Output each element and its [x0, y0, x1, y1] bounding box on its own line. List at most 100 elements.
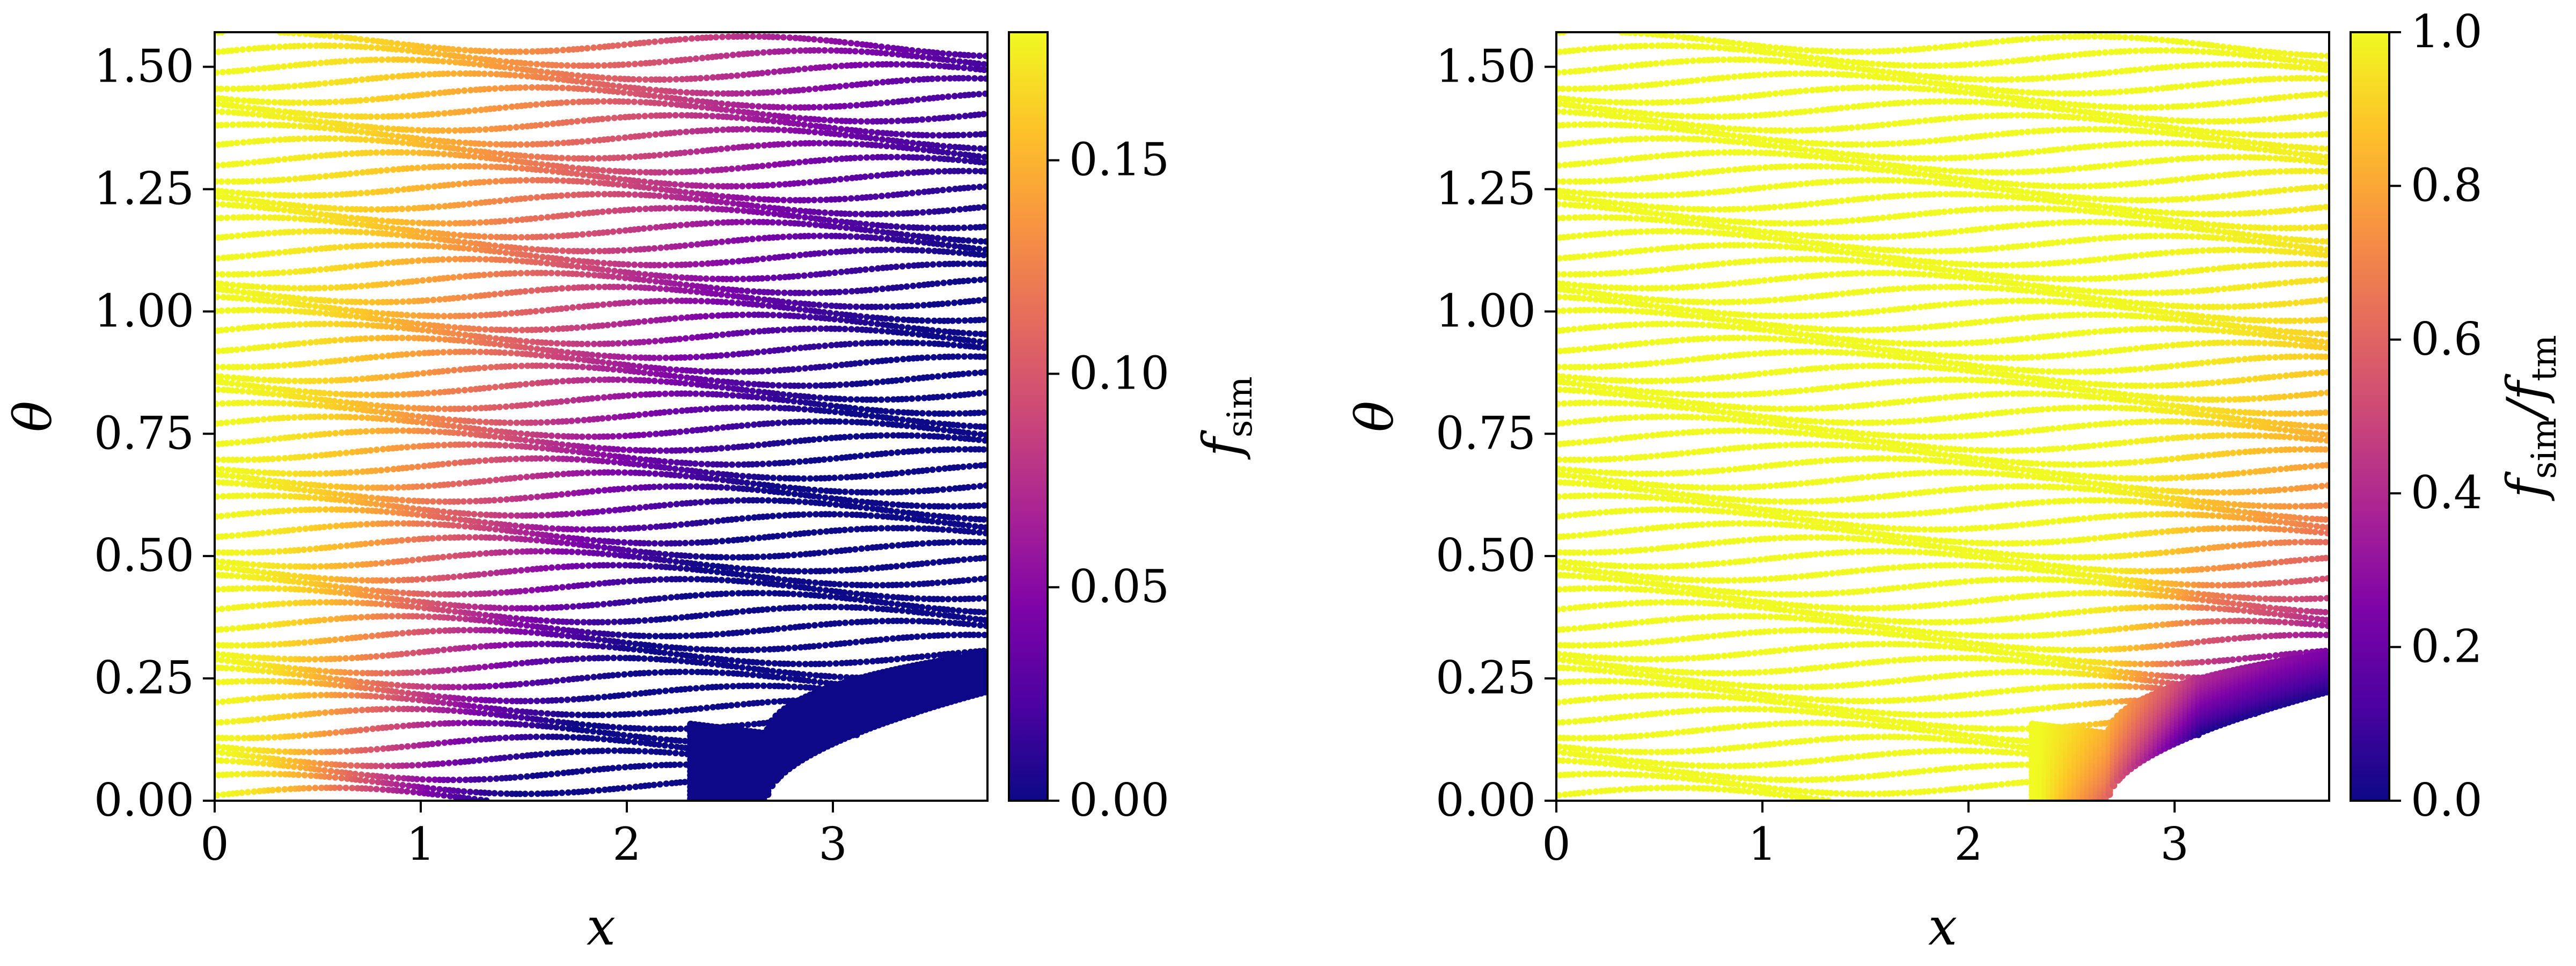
left-scatter-point	[511, 620, 518, 627]
left-scatter-point	[673, 501, 680, 508]
left-scatter-point	[347, 707, 354, 714]
left-scatter-point	[909, 488, 916, 495]
left-scatter-point	[837, 674, 844, 680]
left-scatter-point	[223, 565, 230, 572]
left-scatter-point	[614, 638, 621, 645]
left-scatter-point	[868, 605, 875, 612]
left-scatter-point	[667, 650, 674, 657]
left-scatter-point	[486, 590, 493, 597]
left-scatter-point	[749, 387, 756, 394]
left-scatter-point	[689, 632, 696, 639]
left-scatter-point	[522, 437, 529, 444]
left-scatter-point	[240, 573, 247, 580]
left-scatter-point	[965, 577, 972, 583]
left-scatter-point	[672, 408, 679, 415]
left-scatter-point	[496, 442, 503, 449]
left-scatter-point	[913, 540, 920, 547]
left-scatter-point	[431, 389, 437, 396]
left-scatter-point	[483, 643, 490, 649]
left-scatter-point	[779, 489, 786, 496]
left-scatter-point	[704, 499, 711, 505]
left-scatter-point	[646, 431, 653, 438]
left-scatter-point	[744, 572, 751, 579]
left-scatter-point	[605, 414, 612, 421]
left-scatter-point	[471, 796, 478, 801]
left-scatter-point	[652, 762, 659, 769]
left-scatter-point	[859, 638, 866, 645]
left-scatter-point	[847, 433, 853, 440]
left-scatter-point	[248, 568, 255, 575]
left-scatter-point	[722, 656, 729, 663]
left-scatter-point	[733, 472, 740, 479]
left-scatter-point	[284, 763, 291, 770]
left-scatter-point	[760, 553, 767, 560]
left-scatter-point	[776, 605, 783, 612]
left-scatter-point	[476, 611, 483, 618]
left-scatter-point	[683, 473, 690, 479]
left-scatter-point	[686, 592, 693, 599]
left-scatter-point	[877, 500, 884, 507]
left-scatter-point	[245, 585, 252, 592]
left-scatter-point	[591, 630, 598, 636]
left-scatter-point	[462, 684, 469, 691]
left-scatter-point	[882, 599, 889, 606]
left-scatter-point	[961, 353, 968, 360]
left-scatter-point	[801, 604, 808, 611]
left-scatter-point	[517, 698, 524, 705]
left-scatter-area	[215, 32, 987, 801]
left-scatter-point	[785, 683, 792, 690]
left-scatter-point	[811, 678, 817, 685]
left-scatter-point	[326, 637, 333, 643]
left-scatter-point	[404, 788, 411, 795]
left-scatter-point	[362, 633, 369, 640]
left-scatter-point	[378, 763, 385, 770]
left-scatter-point	[502, 734, 509, 741]
left-scatter-point	[626, 784, 633, 791]
left-scatter-point	[862, 473, 869, 480]
left-scatter-point	[286, 507, 292, 514]
left-scatter-point	[224, 719, 231, 726]
left-scatter-point	[806, 418, 813, 425]
left-scatter-point	[569, 603, 576, 610]
left-scatter-point	[354, 561, 361, 568]
left-scatter-point	[825, 604, 832, 610]
left-scatter-point	[323, 599, 330, 606]
left-scatter-point	[755, 646, 762, 653]
left-scatter-point	[620, 485, 626, 492]
left-scatter-point	[863, 658, 870, 665]
left-scatter-point	[332, 583, 339, 590]
left-scatter-point	[388, 324, 395, 331]
left-scatter-point	[771, 660, 778, 667]
left-scatter-point	[282, 586, 289, 592]
left-scatter-point	[559, 724, 566, 731]
left-scatter-point	[718, 391, 724, 398]
left-scatter-point	[983, 575, 987, 582]
left-scatter-point	[406, 590, 413, 597]
left-scatter-point	[841, 526, 848, 533]
left-scatter-point	[759, 590, 766, 597]
left-scatter-point	[735, 590, 742, 597]
left-scatter-point	[527, 605, 534, 612]
left-scatter-point	[862, 604, 869, 611]
left-scatter-point	[281, 655, 288, 662]
left-scatter-point	[455, 429, 462, 436]
left-scatter-point	[647, 655, 654, 662]
left-scatter-point	[940, 427, 947, 434]
left-scatter-point	[589, 581, 596, 588]
left-scatter-point	[729, 590, 736, 597]
left-scatter-point	[440, 646, 447, 653]
left-scatter-point	[807, 604, 814, 611]
left-scatter-point	[606, 643, 613, 650]
left-scatter-point	[738, 629, 745, 636]
left-scatter-point	[332, 430, 339, 437]
left-scatter-point	[702, 469, 709, 476]
left-scatter-point	[276, 641, 283, 648]
left-scatter-point	[287, 400, 294, 407]
left-scatter-point	[398, 743, 405, 750]
left-scatter-point	[683, 632, 690, 639]
left-scatter-point	[914, 432, 921, 439]
left-scatter-point	[800, 475, 807, 482]
left-scatter-point	[800, 671, 807, 678]
left-scatter-point	[274, 601, 281, 608]
left-scatter-point	[462, 523, 469, 530]
